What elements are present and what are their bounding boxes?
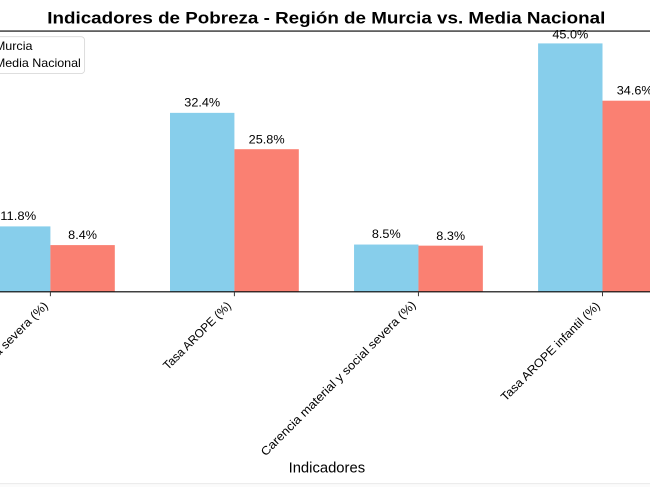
svg-text:45.0%: 45.0% [552, 28, 588, 42]
svg-text:8.5%: 8.5% [372, 227, 401, 241]
svg-text:Tasa AROPE (%): Tasa AROPE (%) [160, 299, 234, 373]
svg-text:34.6%: 34.6% [617, 83, 650, 97]
svg-text:Tasa AROPE infantil (%): Tasa AROPE infantil (%) [498, 299, 603, 404]
svg-text:Indicadores de Pobreza - Regió: Indicadores de Pobreza - Región de Murci… [47, 10, 605, 28]
svg-text:Murcia: Murcia [0, 39, 33, 53]
svg-text:Carencia material y social sev: Carencia material y social severa (%) [258, 298, 419, 459]
svg-text:8.4%: 8.4% [68, 228, 97, 242]
svg-text:11.8%: 11.8% [0, 209, 36, 223]
svg-text:Media Nacional: Media Nacional [0, 56, 81, 70]
svg-text:32.4%: 32.4% [184, 96, 220, 110]
svg-text:Tasa de pobreza severa (%): Tasa de pobreza severa (%) [0, 299, 51, 420]
svg-text:Indicadores: Indicadores [289, 461, 366, 477]
svg-text:8.3%: 8.3% [436, 229, 465, 243]
svg-text:25.8%: 25.8% [249, 132, 285, 146]
